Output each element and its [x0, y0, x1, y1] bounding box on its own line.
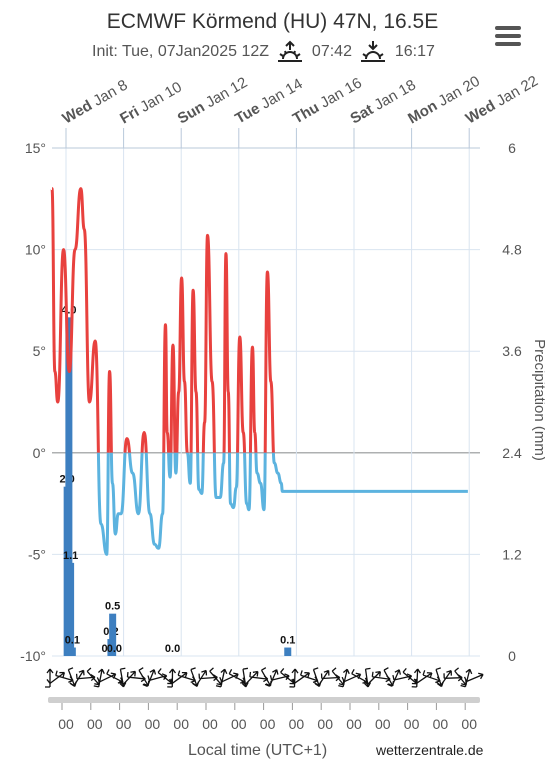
sunrise-icon	[278, 40, 303, 62]
precip-label: 0.0	[107, 643, 122, 655]
y-right-tick: 4.8	[502, 242, 522, 258]
init-time: Init: Tue, 07Jan2025 12Z	[92, 43, 270, 60]
y-right-tick: 2.4	[502, 445, 522, 461]
wind-arrow	[45, 668, 54, 688]
wind-arrow	[387, 669, 402, 687]
y-left-tick: 0°	[33, 445, 46, 461]
day-date: Jan 8	[90, 77, 130, 110]
wind-arrow	[269, 673, 290, 681]
hour-tick-label: 00	[173, 716, 189, 732]
precip-bar	[65, 317, 73, 656]
hour-tick-label: 00	[260, 716, 276, 732]
wind-arrow	[198, 673, 218, 682]
wind-arrow	[96, 672, 117, 683]
hour-tick-label: 00	[433, 716, 449, 732]
y-left-tick: -5°	[28, 546, 46, 562]
wind-arrow	[411, 668, 421, 688]
y-left-tick: 10°	[25, 242, 46, 258]
hour-tick-label: 00	[58, 716, 74, 732]
wind-arrow	[219, 672, 239, 683]
precip-label: 4.0	[61, 304, 76, 316]
hour-tick-label: 00	[202, 716, 218, 732]
wind-arrow	[167, 668, 177, 688]
wind-arrow	[314, 669, 330, 687]
hour-tick-label: 00	[231, 716, 247, 732]
hour-tick-label: 00	[461, 716, 477, 732]
precip-bar	[284, 647, 292, 656]
wind-arrow	[46, 671, 66, 684]
time-strip	[48, 697, 480, 703]
precip-label: 0.5	[105, 601, 120, 613]
hour-tick-label: 00	[404, 716, 420, 732]
wind-arrow	[363, 670, 382, 685]
wind-arrow	[341, 672, 362, 683]
sunrise-time: 07:42	[311, 43, 352, 60]
precip-label: 0.1	[65, 635, 80, 647]
source-credit[interactable]: wetterzentrale.de	[376, 742, 484, 758]
wind-arrow	[460, 668, 473, 688]
y-left-tick: 15°	[25, 140, 46, 156]
wind-arrow	[241, 670, 259, 685]
hour-tick-label: 00	[375, 716, 391, 732]
sunset-icon	[361, 41, 386, 62]
hour-tick-label: 00	[346, 716, 362, 732]
wind-arrow	[291, 672, 310, 684]
wind-arrow	[338, 668, 350, 688]
hour-tick-label: 00	[145, 716, 161, 732]
y-right-title: Precipitation (mm)	[531, 339, 545, 461]
wind-arrow	[289, 668, 299, 688]
wind-arrow	[142, 669, 157, 687]
wind-arrow	[75, 673, 96, 682]
wind-arrow	[157, 668, 173, 685]
wind-arrow	[392, 673, 413, 681]
wind-arrow	[69, 669, 85, 687]
wind-arrow	[264, 669, 279, 687]
menu-icon[interactable]	[495, 26, 521, 48]
wind-arrow	[93, 668, 105, 688]
precip-bar	[68, 647, 76, 656]
wind-arrow	[364, 667, 372, 688]
wind-arrow	[191, 669, 208, 687]
y-left-tick: -10°	[20, 648, 46, 664]
wind-arrow	[443, 673, 463, 682]
hour-tick-label: 00	[317, 716, 333, 732]
sunset-time: 16:17	[394, 43, 435, 60]
y-left-tick: 5°	[33, 343, 46, 359]
wind-arrow	[147, 673, 168, 681]
x-axis-title: Local time (UTC+1)	[188, 742, 328, 759]
wind-arrow	[413, 672, 433, 684]
precip-bar	[109, 613, 117, 656]
wind-arrow	[119, 667, 127, 688]
wind-arrow	[215, 668, 228, 688]
precip-label: 1.1	[63, 550, 78, 562]
hour-tick-label: 00	[116, 716, 132, 732]
y-right-tick: 3.6	[502, 343, 522, 359]
temperature-line-below-zero	[96, 452, 468, 556]
hour-tick-label: 00	[87, 716, 103, 732]
wind-arrow	[118, 670, 136, 686]
wind-arrow	[241, 667, 249, 688]
precip-bar	[67, 562, 75, 656]
y-right-tick: 1.2	[502, 546, 522, 562]
y-right-tick: 0	[508, 648, 516, 664]
precip-label: 0.0	[165, 643, 180, 655]
wind-arrow	[463, 672, 484, 683]
chart-subtitle: Init: Tue, 07Jan2025 12Z 07:42 16:17	[92, 40, 435, 64]
day-date: Jan 22	[493, 72, 541, 109]
wind-arrow	[320, 673, 341, 682]
day-label: Wed Jan 8	[60, 77, 131, 128]
temperature-line-above-zero	[50, 187, 275, 453]
precip-label: 0.1	[280, 635, 295, 647]
wind-arrow	[168, 671, 188, 684]
y-right-tick: 6	[508, 140, 516, 156]
chart-title: ECMWF Körmend (HU) 47N, 16.5E	[106, 10, 439, 33]
hour-tick-label: 00	[289, 716, 305, 732]
